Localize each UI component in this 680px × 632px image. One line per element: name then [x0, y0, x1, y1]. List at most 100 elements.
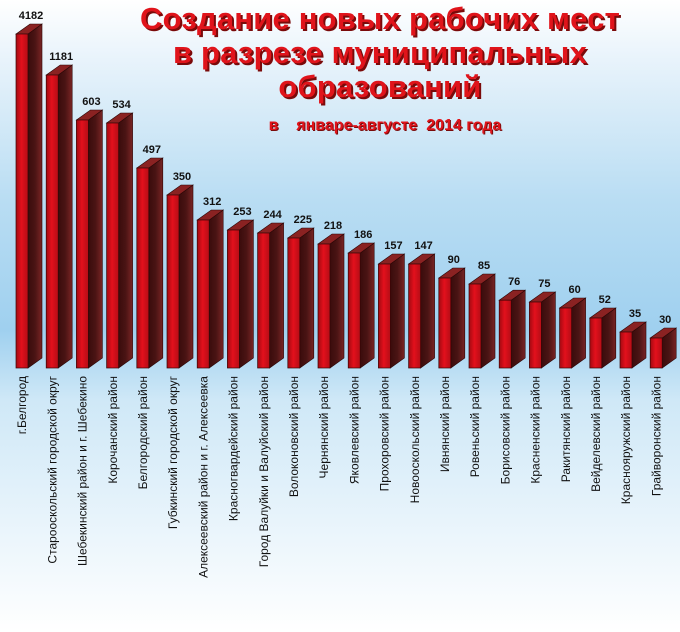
bar-front-12 [347, 252, 361, 369]
bar-front-14 [408, 263, 421, 369]
bar-front-7 [196, 219, 210, 369]
bar-front-20 [589, 317, 603, 369]
bar-15 [437, 267, 466, 369]
value-label-6: 350 [173, 171, 191, 183]
value-label-11: 218 [324, 220, 342, 232]
category-label-6: Губкинский городской округ [166, 375, 180, 529]
value-label-10: 225 [294, 214, 312, 226]
category-label-20: Вейделевский район [589, 376, 603, 492]
bar-front-3 [76, 119, 89, 369]
category-label-22: Грайворонский район [649, 376, 663, 496]
value-label-14: 147 [414, 240, 432, 252]
bar-12 [347, 242, 376, 369]
bar-side-8 [239, 219, 254, 369]
bar-side-1 [27, 23, 43, 369]
value-label-2: 1181 [49, 51, 73, 63]
chart-title-line-3: образований [278, 69, 482, 104]
bar-front-6 [166, 194, 180, 369]
bar-side-14 [420, 253, 435, 369]
bar-17 [498, 289, 527, 369]
value-label-9: 244 [263, 209, 282, 221]
value-label-21: 35 [629, 308, 641, 320]
bar-side-9 [269, 222, 284, 369]
category-label-5: Белгородский район [136, 376, 150, 489]
category-label-15: Ивнянский район [438, 376, 452, 472]
bar-side-15 [450, 267, 466, 369]
value-label-18: 75 [538, 278, 550, 290]
bar-13 [377, 253, 406, 369]
bar-front-5 [136, 167, 150, 369]
value-label-4: 534 [112, 99, 131, 111]
bar-front-18 [529, 301, 542, 369]
bar-18 [528, 291, 557, 369]
bar-side-13 [390, 253, 405, 369]
bar-side-7 [208, 209, 224, 369]
bar-7 [196, 209, 225, 369]
value-label-19: 60 [568, 284, 580, 296]
bar-20 [588, 307, 617, 369]
category-label-7: Алексеевский район и г. Алексеевка [196, 376, 210, 578]
value-label-17: 76 [508, 276, 520, 288]
bar-front-2 [45, 74, 59, 369]
bar-side-4 [118, 112, 133, 369]
value-label-12: 186 [354, 229, 372, 241]
bar-9 [256, 222, 285, 369]
bar-side-10 [299, 227, 315, 369]
category-label-13: Прохоровский район [378, 376, 392, 491]
bar-side-17 [510, 289, 526, 369]
bar-21 [619, 321, 647, 369]
bar-front-15 [438, 277, 452, 369]
chart-title: Создание новых рабочих мест в разрезе му… [95, 2, 665, 104]
bar-side-19 [571, 297, 586, 369]
bar-11 [317, 233, 345, 369]
category-label-19: Ракитянский район [559, 376, 573, 482]
bar-6 [166, 184, 194, 369]
category-label-4: Корочанский район [106, 376, 120, 484]
value-label-16: 85 [478, 260, 490, 272]
bar-side-18 [541, 291, 556, 369]
bar-1 [15, 23, 43, 369]
bar-side-2 [57, 64, 73, 369]
bar-front-10 [287, 237, 301, 369]
chart-subtitle: в январе-августе 2014 года [268, 117, 502, 134]
bar-front-4 [106, 122, 119, 369]
category-label-1: г.Белгород [15, 376, 29, 434]
bar-front-22 [649, 337, 663, 369]
bar-front-13 [378, 263, 391, 369]
bar-side-3 [88, 109, 103, 369]
bar-19 [558, 297, 587, 369]
bar-side-5 [148, 157, 164, 369]
value-label-5: 497 [143, 144, 161, 156]
bar-5 [135, 157, 164, 369]
bar-side-6 [178, 184, 194, 369]
bar-side-12 [359, 242, 375, 369]
value-label-7: 312 [203, 196, 221, 208]
bar-3 [75, 109, 104, 369]
bar-side-20 [601, 307, 617, 369]
bar-front-1 [15, 33, 29, 369]
category-label-8: Красногвардейский район [227, 376, 241, 521]
bar-front-8 [227, 229, 240, 369]
category-label-9: Город Валуйки и Валуйский район [257, 376, 271, 567]
bar-8 [226, 219, 255, 369]
bar-2 [45, 64, 74, 369]
bar-front-19 [559, 307, 572, 369]
bar-side-11 [329, 233, 345, 369]
value-label-22: 30 [659, 314, 671, 326]
category-label-12: Яковлевский район [347, 376, 361, 484]
bar-front-16 [468, 283, 482, 369]
category-label-14: Новооскольский район [408, 376, 422, 503]
bar-front-9 [257, 232, 270, 369]
category-label-3: Шебекинский район и г. Шебекино [76, 376, 90, 566]
bar-14 [407, 253, 436, 369]
value-label-3: 603 [82, 96, 100, 108]
bar-front-11 [317, 243, 331, 369]
value-label-1: 4182 [19, 10, 43, 22]
bar-front-21 [619, 331, 633, 369]
value-label-8: 253 [233, 206, 251, 218]
bar-10 [286, 227, 315, 369]
category-label-11: Чернянский район [317, 376, 331, 478]
bar-4 [105, 112, 134, 369]
category-label-16: Ровеньский район [468, 376, 482, 477]
